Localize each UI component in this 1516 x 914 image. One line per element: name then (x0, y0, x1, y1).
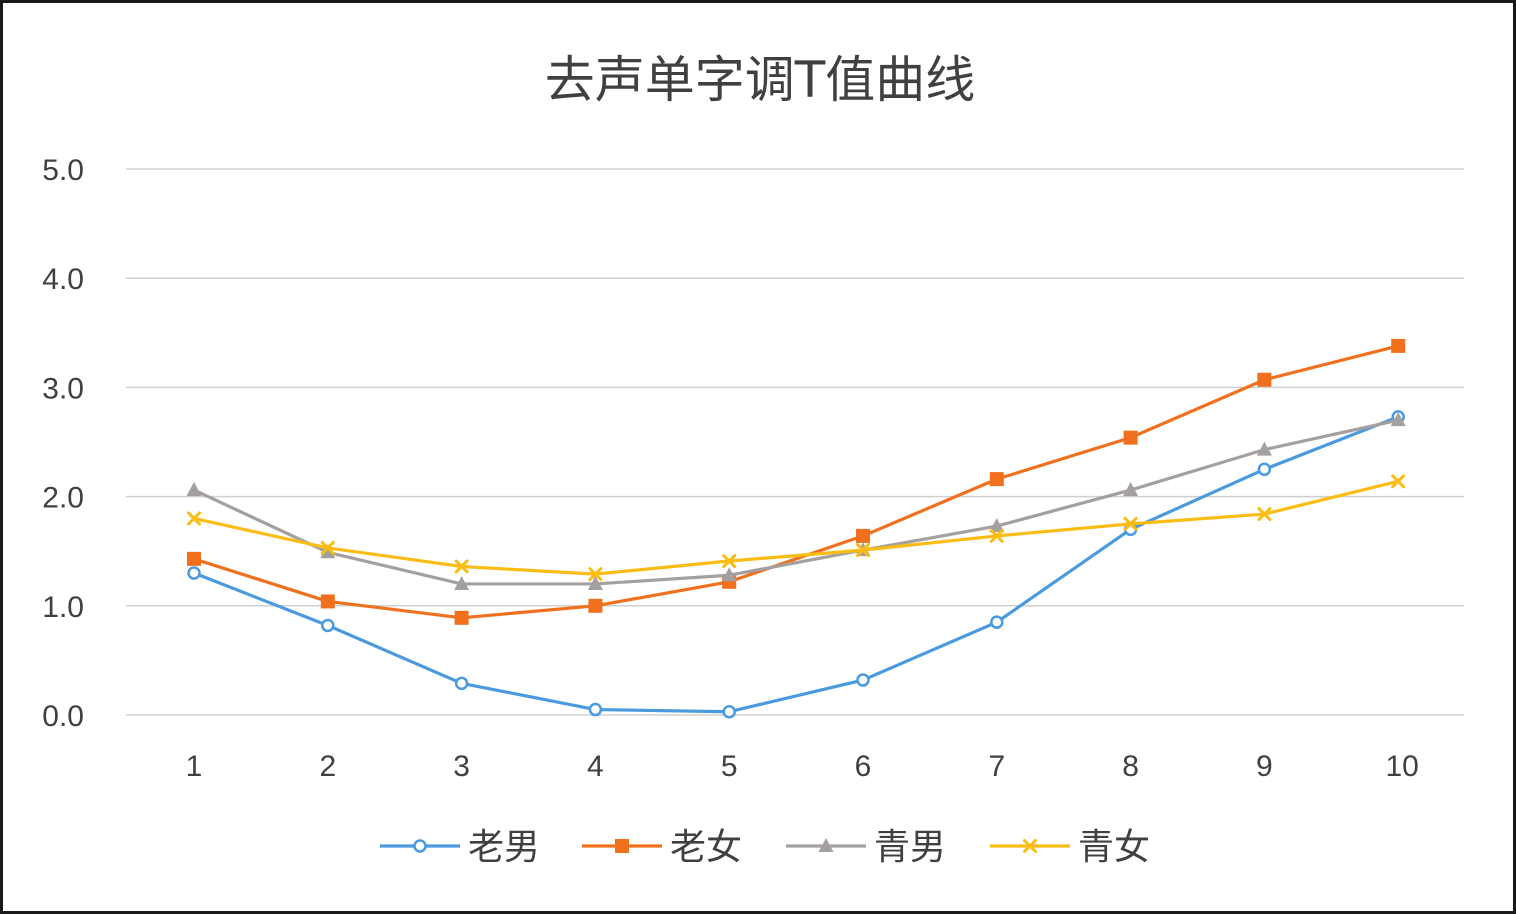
data-point (187, 566, 201, 580)
data-point (588, 598, 603, 613)
data-point (1123, 516, 1138, 531)
series-line (192, 415, 1400, 714)
data-point (1257, 372, 1272, 387)
data-point (856, 528, 870, 543)
legend-item: 青男 (786, 827, 946, 868)
gridlines (126, 168, 1464, 716)
y-tick-label: 0.0 (42, 700, 84, 733)
series-line (192, 418, 1400, 586)
data-point (454, 559, 469, 574)
data-point (320, 540, 335, 555)
data-point (320, 544, 336, 559)
x-tick-label: 1 (186, 750, 203, 783)
series-group (186, 338, 1406, 719)
x-tick-label: 2 (319, 750, 336, 783)
data-point (320, 594, 335, 609)
legend-item: 青女 (990, 827, 1150, 868)
data-point (1257, 507, 1272, 522)
chart-title: 去声单字调T值曲线 (545, 51, 976, 109)
series-1 (187, 410, 1405, 719)
data-point (1391, 338, 1406, 353)
series-3 (186, 412, 1406, 590)
data-point (454, 610, 469, 625)
x-tick-label: 6 (855, 750, 872, 783)
data-point (321, 618, 335, 633)
data-point (722, 704, 736, 719)
y-tick-label: 5.0 (42, 154, 84, 187)
data-point (856, 673, 870, 687)
series-line (192, 479, 1400, 576)
x-tick-label: 4 (587, 750, 604, 783)
x-axis-tick-labels: 1 2 3 4 5 6 7 8 9 10 (186, 750, 1419, 783)
x-tick-label: 5 (721, 750, 738, 783)
data-point (187, 511, 201, 526)
series-2 (187, 338, 1406, 625)
data-point (588, 567, 603, 582)
legend-item: 老男 (380, 827, 540, 868)
data-point (587, 575, 603, 590)
data-point (1257, 462, 1272, 477)
legend-label: 青女 (1078, 827, 1150, 868)
series-line (192, 344, 1400, 620)
legend-marker (413, 839, 427, 853)
data-point (1123, 430, 1138, 445)
y-axis-tick-labels: 0.0 1.0 2.0 3.0 4.0 5.0 (42, 154, 84, 733)
x-tick-label: 10 (1386, 750, 1419, 783)
data-point (1391, 474, 1406, 489)
data-point (721, 567, 737, 582)
data-point (454, 575, 470, 590)
data-point (989, 472, 1004, 487)
x-tick-label: 8 (1122, 750, 1139, 783)
data-point (989, 518, 1005, 533)
data-point (187, 551, 201, 566)
y-tick-label: 2.0 (42, 482, 84, 515)
series-4 (187, 474, 1406, 582)
y-tick-label: 1.0 (42, 591, 84, 624)
data-point (1390, 412, 1406, 427)
legend-label: 老女 (670, 827, 742, 868)
legend-item: 老女 (582, 827, 742, 868)
data-point (1256, 441, 1272, 456)
legend: 老男 老女 青男 青女 (380, 827, 1150, 868)
legend-label: 青男 (874, 827, 946, 868)
x-tick-label: 7 (988, 750, 1005, 783)
x-tick-label: 3 (453, 750, 470, 783)
data-point (990, 615, 1004, 629)
data-point (722, 554, 737, 569)
data-point (454, 676, 469, 691)
x-tick-label: 9 (1256, 750, 1273, 783)
y-tick-label: 4.0 (42, 263, 84, 296)
legend-marker (615, 839, 629, 853)
data-point (588, 702, 603, 717)
legend-marker (818, 838, 834, 852)
data-point (186, 482, 202, 497)
data-point (1123, 482, 1139, 497)
legend-label: 老男 (468, 827, 540, 868)
data-point (989, 528, 1004, 543)
legend-marker (1023, 839, 1037, 853)
y-tick-label: 3.0 (42, 372, 84, 405)
data-point (856, 543, 870, 558)
